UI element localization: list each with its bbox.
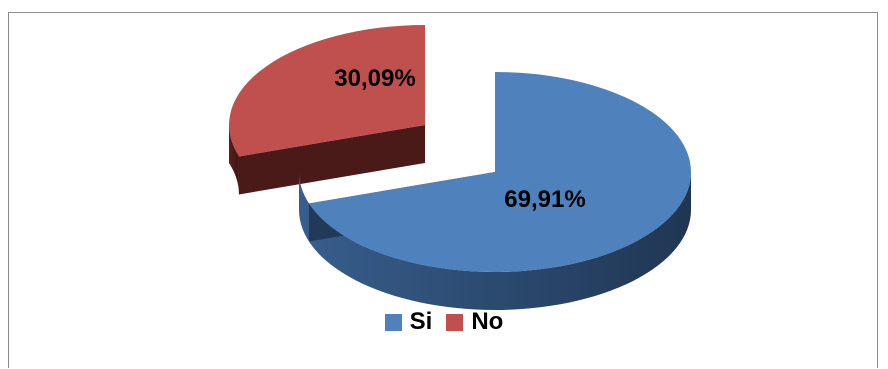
slice-si-side — [299, 172, 691, 310]
slice-no-top — [229, 25, 425, 157]
legend-label-si: Si — [409, 308, 433, 335]
legend-label-no: No — [471, 308, 504, 335]
legend: Si No — [0, 308, 888, 336]
slice-si-top — [308, 72, 691, 272]
legend-item-no: No — [446, 308, 503, 336]
legend-item-si: Si — [384, 308, 433, 336]
legend-swatch-no — [446, 313, 464, 331]
data-label-si: 69,91% — [504, 186, 585, 213]
legend-swatch-si — [384, 313, 402, 331]
slice-no-wall — [238, 125, 425, 195]
data-label-no: 30,09% — [334, 65, 415, 92]
